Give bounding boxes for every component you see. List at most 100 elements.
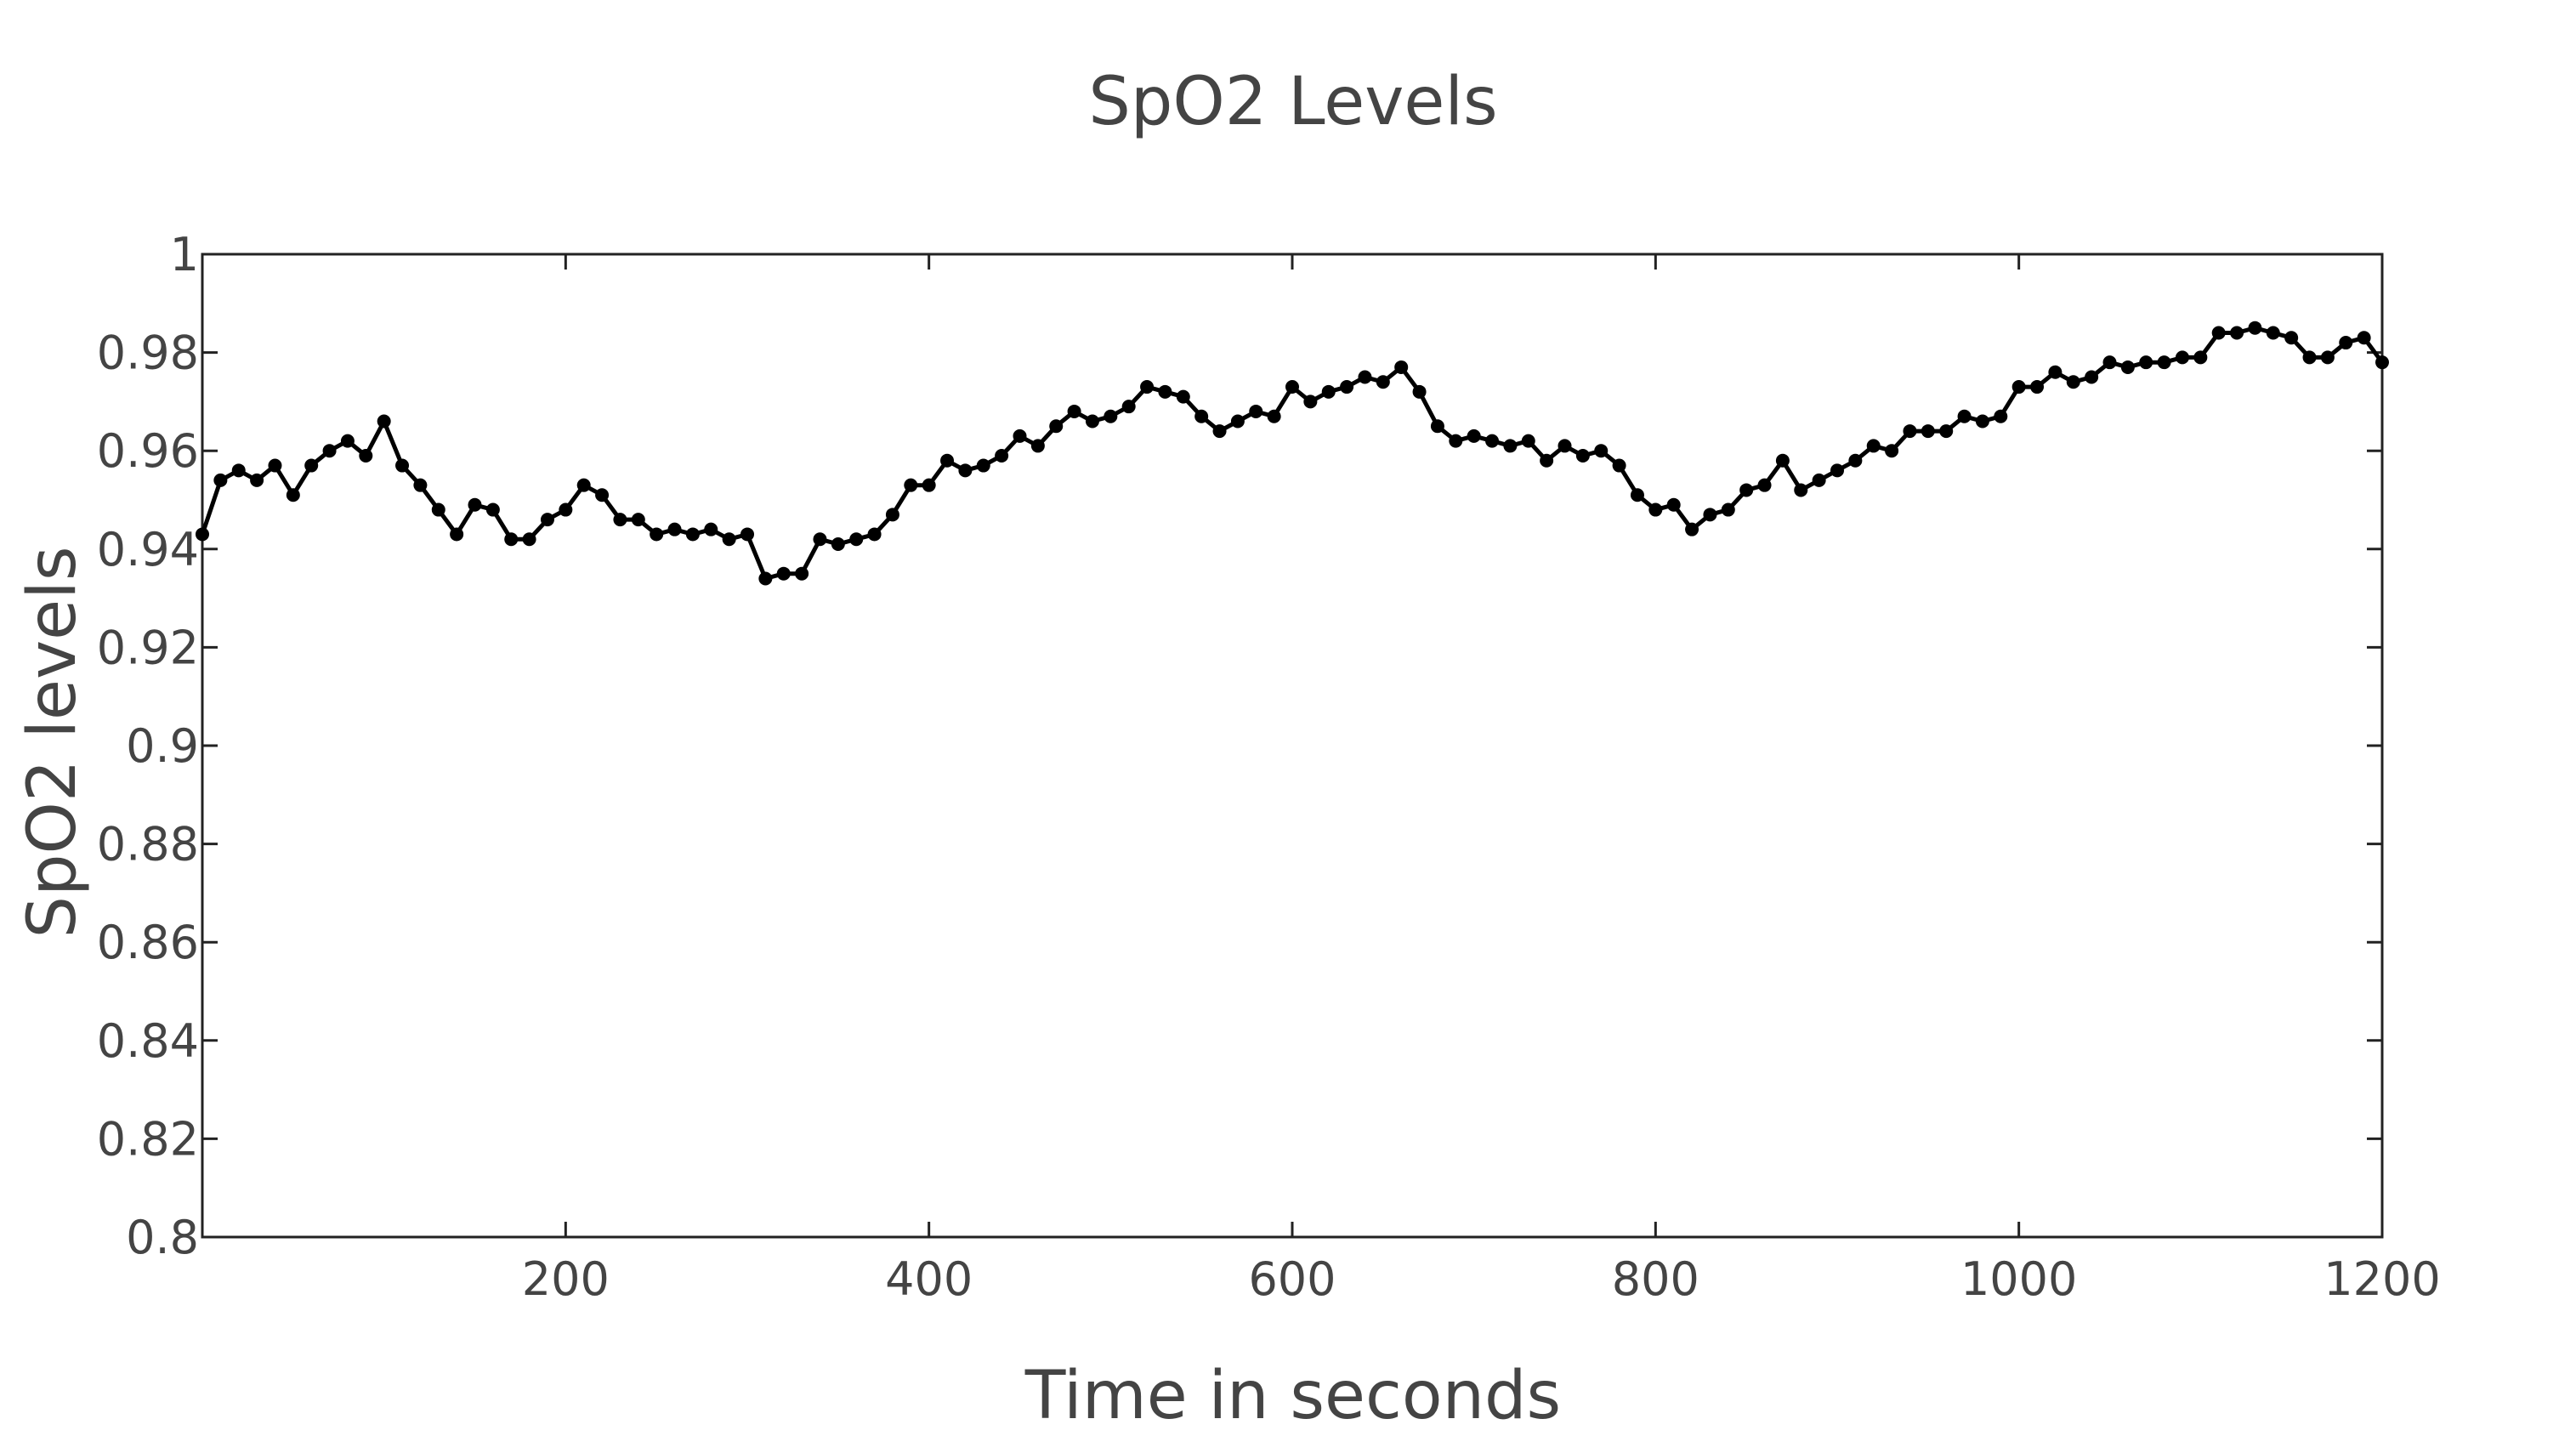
data-point — [213, 473, 228, 487]
data-point — [995, 448, 1009, 463]
data-point — [1848, 453, 1863, 468]
data-point — [1703, 508, 1717, 522]
data-point — [685, 527, 700, 542]
data-point — [1176, 389, 1190, 404]
data-point — [576, 478, 591, 492]
data-point — [776, 566, 791, 581]
data-point — [976, 458, 990, 473]
data-point — [667, 522, 682, 536]
data-point — [2102, 355, 2117, 370]
data-point — [1794, 483, 1808, 497]
data-point — [540, 513, 554, 527]
y-tick-label: 0.96 — [97, 424, 199, 478]
data-point — [395, 458, 410, 473]
plot-area: 200 400 600 800 1000 1200 0.8 0.82 0.84 0.86 0.88 0… — [97, 228, 2441, 1306]
data-point — [1540, 453, 1554, 468]
data-point — [940, 453, 955, 468]
data-point — [1085, 414, 1099, 429]
data-point — [468, 497, 482, 512]
data-point — [2048, 365, 2063, 379]
data-point — [2175, 350, 2189, 365]
data-point — [831, 537, 845, 552]
x-tick-label: 400 — [885, 1252, 973, 1306]
data-point — [1230, 414, 1245, 429]
data-point — [613, 513, 627, 527]
y-tick-label: 0.8 — [126, 1211, 199, 1264]
data-point — [650, 527, 664, 542]
data-point — [1285, 380, 1299, 394]
data-point — [431, 502, 445, 517]
data-point — [722, 532, 736, 547]
data-point — [1267, 409, 1281, 423]
data-point — [1358, 370, 1372, 384]
data-point — [1558, 439, 1572, 453]
data-point — [704, 522, 718, 536]
data-point — [2230, 326, 2244, 340]
data-point — [2284, 331, 2299, 345]
data-point — [2248, 321, 2262, 335]
data-point — [2085, 370, 2099, 384]
data-point — [1739, 483, 1754, 497]
data-point — [1994, 409, 2008, 423]
data-point — [1394, 360, 1409, 374]
data-point — [2339, 336, 2353, 350]
data-point — [1666, 497, 1681, 512]
data-point — [1594, 444, 1609, 458]
data-point — [2011, 380, 2026, 394]
x-tick-label: 600 — [1248, 1252, 1336, 1306]
data-point — [1812, 473, 1826, 487]
x-tick-label: 200 — [522, 1252, 610, 1306]
data-point — [304, 458, 319, 473]
y-tick-label: 0.98 — [97, 326, 199, 380]
data-point — [250, 473, 264, 487]
data-point — [2302, 350, 2317, 365]
data-point — [1975, 414, 1989, 429]
data-point — [1449, 434, 1463, 448]
data-point — [1249, 404, 1263, 418]
data-point — [1104, 409, 1118, 423]
data-point — [1885, 444, 1899, 458]
data-point — [1303, 394, 1318, 409]
data-point — [1648, 502, 1663, 517]
data-point — [758, 571, 773, 586]
y-tick-label: 0.82 — [97, 1112, 199, 1166]
y-axis-title: SpO2 levels — [14, 547, 91, 939]
data-point — [359, 448, 373, 463]
data-point — [1013, 429, 1027, 443]
data-point — [2375, 355, 2389, 370]
data-point — [867, 527, 882, 542]
data-point — [1921, 424, 1935, 439]
data-point — [1521, 434, 1535, 448]
data-point — [377, 414, 391, 429]
data-point — [1376, 375, 1390, 389]
x-tick-label: 1000 — [1960, 1252, 2077, 1306]
data-point — [1194, 409, 1209, 423]
x-tick-label: 1200 — [2324, 1252, 2440, 1306]
data-point — [1721, 502, 1735, 517]
data-point — [1158, 384, 1172, 399]
x-tick-label: 800 — [1612, 1252, 1699, 1306]
data-point — [1685, 522, 1699, 536]
data-point — [1321, 384, 1336, 399]
y-tick-label: 0.88 — [97, 818, 199, 871]
data-point — [2066, 375, 2080, 389]
data-point — [504, 532, 519, 547]
y-tick-label: 0.92 — [97, 621, 199, 674]
data-point — [522, 532, 536, 547]
data-point — [322, 444, 337, 458]
data-point — [231, 463, 246, 478]
data-point — [2357, 331, 2371, 345]
data-point — [2120, 360, 2135, 374]
data-point — [958, 463, 973, 478]
x-axis-title: Time in seconds — [1024, 1358, 1561, 1434]
data-point — [1630, 488, 1644, 502]
data-point — [1757, 478, 1772, 492]
data-point — [1903, 424, 1917, 439]
data-point — [1866, 439, 1881, 453]
data-point — [450, 527, 464, 542]
data-point — [2139, 355, 2153, 370]
y-tick-label: 1 — [170, 228, 199, 281]
data-point — [413, 478, 428, 492]
data-point — [2320, 350, 2335, 365]
